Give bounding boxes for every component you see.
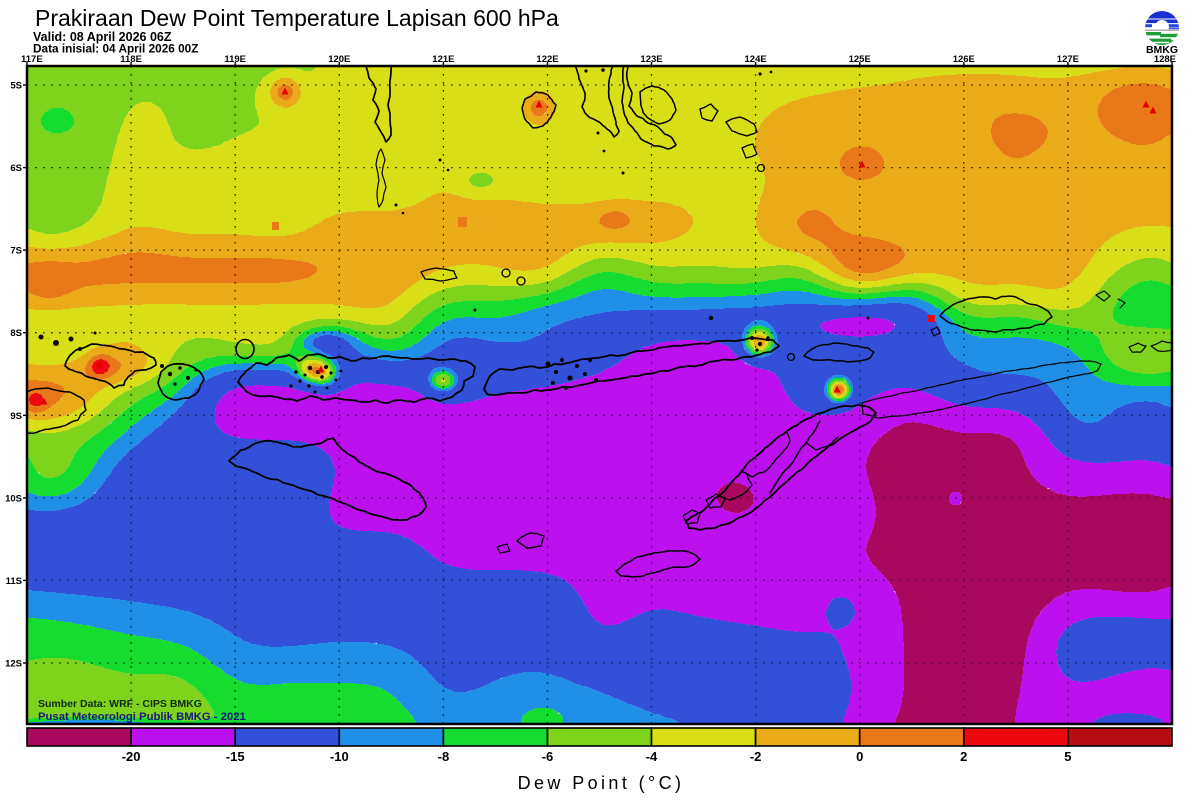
svg-text:Dew Point (°C): Dew Point (°C) bbox=[518, 773, 685, 793]
svg-text:Pusat Meteorologi Publik BMKG: Pusat Meteorologi Publik BMKG - 2021 bbox=[38, 711, 246, 723]
svg-text:Sumber Data: WRF - CIPS BMKG: Sumber Data: WRF - CIPS BMKG bbox=[38, 698, 202, 710]
svg-text:122E: 122E bbox=[536, 54, 558, 65]
svg-text:124E: 124E bbox=[745, 54, 767, 65]
svg-text:-10: -10 bbox=[330, 749, 349, 764]
svg-text:7S: 7S bbox=[10, 246, 22, 257]
svg-text:0: 0 bbox=[856, 749, 863, 764]
svg-text:120E: 120E bbox=[328, 54, 350, 65]
svg-text:6S: 6S bbox=[10, 163, 22, 174]
svg-text:10S: 10S bbox=[5, 493, 22, 504]
svg-text:119E: 119E bbox=[224, 54, 246, 65]
svg-text:Data inisial: 04 April 2026 00: Data inisial: 04 April 2026 00Z bbox=[33, 42, 198, 56]
svg-text:Valid: 08 April 2026 06Z: Valid: 08 April 2026 06Z bbox=[33, 30, 172, 44]
svg-text:128E: 128E bbox=[1154, 54, 1176, 65]
svg-text:BMKG: BMKG bbox=[1146, 44, 1178, 56]
svg-text:-20: -20 bbox=[122, 749, 141, 764]
svg-text:Prakiraan Dew Point Temperatur: Prakiraan Dew Point Temperature Lapisan … bbox=[35, 5, 559, 31]
svg-text:5S: 5S bbox=[10, 81, 22, 92]
svg-text:9S: 9S bbox=[10, 411, 22, 422]
svg-text:-8: -8 bbox=[438, 749, 450, 764]
svg-text:125E: 125E bbox=[849, 54, 871, 65]
svg-text:127E: 127E bbox=[1057, 54, 1079, 65]
svg-text:2: 2 bbox=[960, 749, 967, 764]
svg-text:117E: 117E bbox=[21, 54, 43, 65]
svg-text:11S: 11S bbox=[6, 576, 22, 587]
svg-text:-2: -2 bbox=[750, 749, 762, 764]
svg-text:-15: -15 bbox=[226, 749, 245, 764]
svg-text:123E: 123E bbox=[640, 54, 662, 65]
svg-text:12S: 12S bbox=[5, 659, 22, 670]
svg-text:126E: 126E bbox=[953, 54, 975, 65]
svg-text:8S: 8S bbox=[10, 328, 22, 339]
svg-text:121E: 121E bbox=[432, 54, 454, 65]
svg-text:118E: 118E bbox=[120, 54, 142, 65]
svg-text:-6: -6 bbox=[542, 749, 554, 764]
svg-text:5: 5 bbox=[1064, 749, 1071, 764]
svg-text:-4: -4 bbox=[646, 749, 658, 764]
